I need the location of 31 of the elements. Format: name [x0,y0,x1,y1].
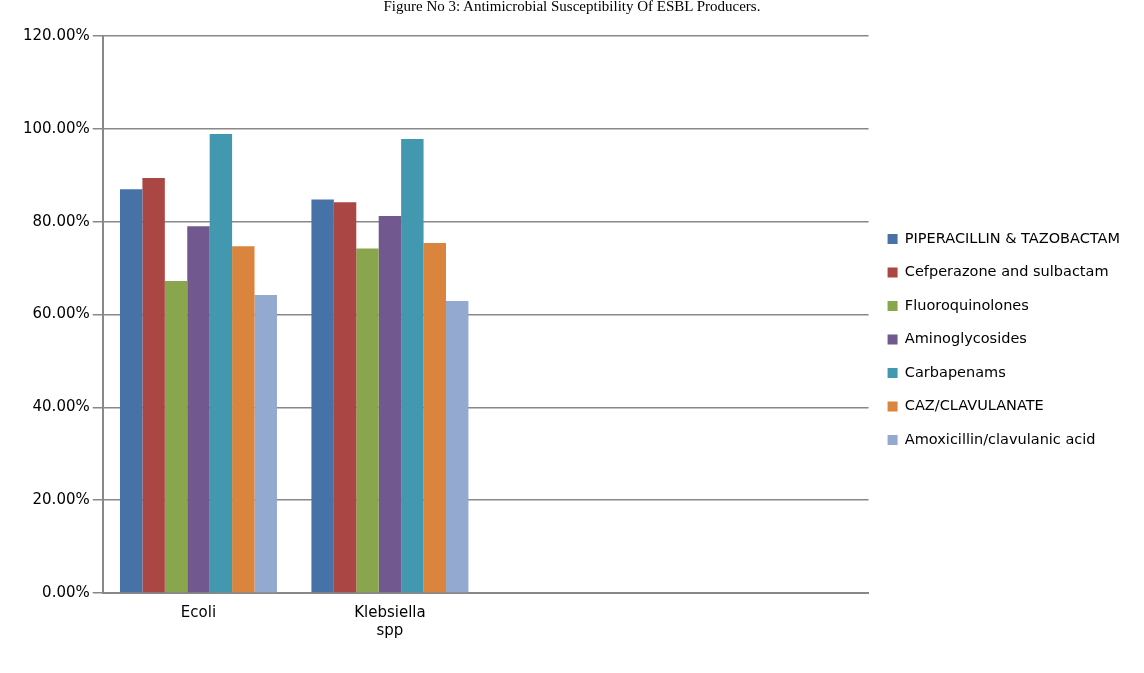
y-tick-label: 60.00% [32,304,90,323]
bar [311,199,334,593]
bar [209,133,233,593]
bar [333,202,357,593]
y-tick-label: 80.00% [32,211,90,230]
y-tick-label: 120.00% [22,25,90,44]
y-tick-label: 40.00% [32,397,90,416]
legend-label: PIPERACILLIN & TAZOBACTAM [904,229,1121,246]
x-tick-label: Klebsiella spp [354,602,426,639]
legend-label: Aminoglycosides [904,330,1027,347]
chart-title: Figure No 3: Antimicrobial Susceptibility Of ESBL Producers. [382,0,762,14]
y-tick-label: 20.00% [32,490,90,509]
legend-label: CAZ/CLAVULANATE [904,397,1044,414]
bar [232,246,255,593]
legend-label: Carbapenams [904,363,1006,380]
x-tick-label: Ecoli [180,602,217,621]
bar [119,189,143,593]
y-tick-label: 100.00% [22,118,90,137]
bar [356,248,379,593]
y-tick-label: 0.00% [42,582,90,601]
bar [401,139,424,593]
bar [378,216,402,593]
bar [446,301,469,593]
bar [254,295,277,593]
legend-label: Amoxicillin/clavulanic acid [904,430,1096,447]
bar [187,226,210,593]
bar [423,243,446,593]
legend-label: Fluoroquinolones [904,296,1029,313]
bar [142,178,165,593]
bar [164,281,188,593]
legend-label: Cefperazone and sulbactam [904,263,1109,280]
